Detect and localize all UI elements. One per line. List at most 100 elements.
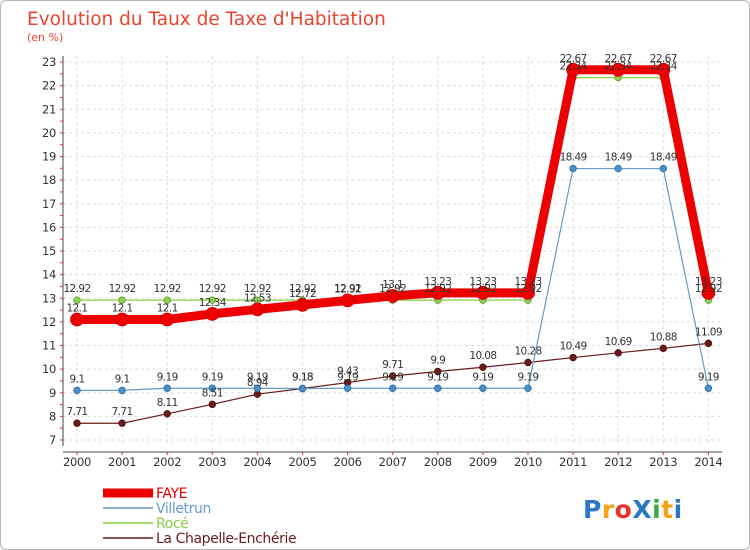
x-tick-label: 2005 — [288, 455, 316, 469]
x-tick-label: 2006 — [334, 455, 362, 469]
data-point-faye — [295, 297, 310, 312]
chart-title: Evolution du Taux de Taxe d'Habitation — [27, 9, 386, 30]
y-tick-label: 20 — [42, 126, 56, 140]
data-label-la-chapelle-encherie: 10.28 — [514, 346, 541, 358]
data-point-la-chapelle-encherie — [434, 367, 442, 376]
data-point-faye — [115, 312, 129, 327]
data-point-la-chapelle-encherie — [73, 419, 81, 427]
data-point-villetrun — [434, 384, 442, 392]
data-label-roce: 12.92 — [109, 283, 136, 295]
data-label-faye: 22.67 — [560, 53, 587, 65]
data-point-villetrun — [659, 164, 667, 173]
legend-label: FAYE — [156, 486, 187, 502]
proxiti-logo: ProXiti — [583, 495, 683, 524]
data-label-la-chapelle-encherie: 8.94 — [247, 377, 269, 389]
data-label-villetrun: 18.49 — [650, 152, 677, 164]
logo-letter: i — [674, 495, 683, 524]
data-label-villetrun: 9.18 — [292, 371, 313, 383]
data-point-faye — [340, 293, 355, 308]
data-point-villetrun — [569, 164, 577, 173]
data-label-roce: 12.92 — [334, 283, 361, 295]
data-label-roce: 12.92 — [695, 283, 722, 295]
data-label-roce: 12.92 — [199, 283, 226, 295]
data-point-faye — [205, 306, 220, 321]
data-point-villetrun — [479, 384, 487, 392]
x-tick-label: 2013 — [649, 455, 677, 469]
data-point-roce — [163, 296, 171, 304]
legend-label: Villetrun — [156, 501, 211, 517]
data-label-la-chapelle-encherie: 10.08 — [469, 350, 496, 362]
y-tick-label: 12 — [42, 315, 56, 329]
x-tick-label: 2008 — [424, 455, 452, 469]
data-label-roce: 12.92 — [424, 283, 451, 295]
x-tick-label: 2001 — [108, 455, 136, 469]
data-label-faye: 22.67 — [650, 53, 677, 65]
data-point-la-chapelle-encherie — [569, 353, 577, 362]
y-tick-label: 11 — [42, 339, 56, 353]
data-label-faye: 13.23 — [424, 276, 451, 288]
y-tick-label: 21 — [42, 102, 56, 116]
data-label-villetrun: 9.19 — [202, 371, 223, 383]
data-label-villetrun: 9.19 — [382, 371, 403, 383]
x-tick-label: 2003 — [198, 455, 226, 469]
data-label-roce: 12.92 — [379, 283, 406, 295]
data-label-villetrun: 9.1 — [70, 373, 85, 385]
logo-letter: i — [652, 495, 661, 524]
data-point-la-chapelle-encherie — [163, 410, 171, 418]
data-label-villetrun: 18.49 — [560, 152, 587, 164]
data-label-faye: 13.23 — [514, 276, 541, 288]
data-point-villetrun — [614, 164, 622, 173]
data-point-la-chapelle-encherie — [479, 363, 487, 371]
data-label-faye: 12.1 — [67, 303, 88, 315]
data-point-villetrun — [704, 384, 713, 392]
data-point-la-chapelle-encherie — [118, 419, 126, 427]
data-point-la-chapelle-encherie — [208, 400, 216, 409]
data-point-faye — [385, 288, 400, 303]
data-point-la-chapelle-encherie — [389, 372, 397, 380]
data-point-villetrun — [208, 384, 216, 392]
data-label-villetrun: 9.1 — [115, 373, 130, 385]
y-tick-label: 18 — [42, 173, 56, 187]
data-label-roce: 22.34 — [605, 61, 633, 73]
data-point-villetrun — [73, 386, 81, 395]
data-label-villetrun: 9.19 — [518, 371, 539, 383]
data-point-villetrun — [298, 384, 307, 393]
data-label-villetrun: 9.19 — [157, 371, 178, 383]
data-label-roce: 12.92 — [469, 283, 496, 295]
data-label-la-chapelle-encherie: 9.43 — [337, 366, 358, 378]
x-tick-label: 2009 — [469, 455, 497, 469]
y-tick-label: 14 — [42, 268, 56, 282]
data-point-faye — [701, 285, 716, 300]
data-label-la-chapelle-encherie: 9.18 — [292, 371, 313, 383]
data-point-faye — [160, 312, 175, 327]
y-tick-label: 16 — [42, 220, 56, 234]
data-point-faye — [611, 62, 626, 77]
x-tick-label: 2014 — [694, 455, 722, 469]
data-point-la-chapelle-encherie — [704, 339, 713, 348]
data-label-faye: 22.67 — [605, 53, 632, 65]
x-tick-label: 2012 — [604, 455, 632, 469]
legend-label: La Chapelle-Enchérie — [156, 531, 296, 547]
data-point-roce — [73, 296, 81, 304]
data-label-faye: 12.72 — [289, 288, 316, 300]
data-label-layer: 12.1 12.1 12.1 12.34 12.53 12.72 12.91 13.1 13.2… — [63, 53, 722, 418]
x-tick-label: 2007 — [379, 455, 407, 469]
y-tick-label: 19 — [42, 150, 56, 164]
x-tick-label: 2004 — [243, 455, 271, 469]
data-label-la-chapelle-encherie: 8.11 — [157, 397, 178, 409]
data-point-roce — [118, 296, 126, 304]
data-label-la-chapelle-encherie: 10.69 — [605, 336, 632, 348]
data-label-la-chapelle-encherie: 9.71 — [382, 359, 403, 371]
chart-subtitle: (en %) — [27, 31, 63, 44]
data-label-la-chapelle-encherie: 10.49 — [560, 341, 587, 353]
data-label-faye: 12.91 — [334, 283, 361, 295]
data-point-la-chapelle-encherie — [659, 344, 667, 353]
data-label-faye: 13.23 — [469, 276, 496, 288]
data-point-la-chapelle-encherie — [614, 349, 622, 357]
x-tick-label: 2002 — [153, 455, 181, 469]
logo-letter: t — [661, 495, 673, 524]
logo-text: ProXiti — [583, 495, 683, 524]
y-tick-label: 23 — [42, 55, 56, 69]
